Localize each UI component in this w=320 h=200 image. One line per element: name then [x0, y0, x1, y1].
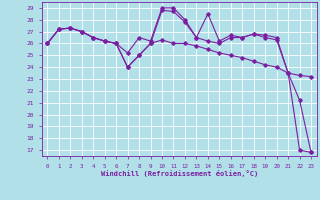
- X-axis label: Windchill (Refroidissement éolien,°C): Windchill (Refroidissement éolien,°C): [100, 170, 258, 177]
